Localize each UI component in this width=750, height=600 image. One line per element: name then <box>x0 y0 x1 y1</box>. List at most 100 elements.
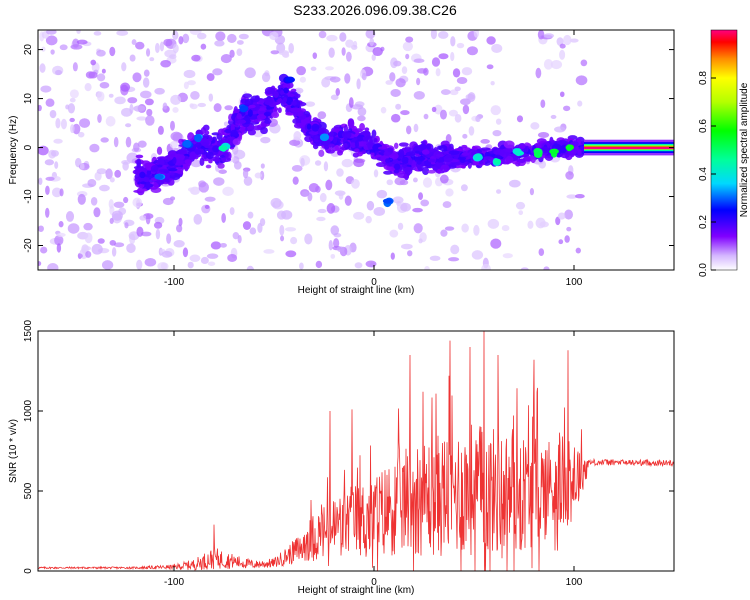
spectrogram-noise-cell <box>365 30 376 39</box>
spectrogram-noise-cell <box>460 184 468 192</box>
spectrogram-noise-cell <box>221 213 226 224</box>
spectrogram-noise-cell <box>54 161 59 169</box>
spectrogram-ridge-cell <box>145 181 151 191</box>
spectrogram-ridge-cell <box>283 84 288 88</box>
spectrogram-noise-cell <box>56 243 62 253</box>
colorbar-gradient <box>710 29 738 271</box>
spectrogram-noise-cell <box>149 57 155 62</box>
spectrogram-noise-cell <box>40 246 48 254</box>
spectrogram-noise-cell <box>69 97 76 103</box>
spectrogram-noise-cell <box>126 243 136 254</box>
spectrogram-ridge-cell <box>176 149 188 155</box>
spectrogram-ridge-cell <box>282 97 288 103</box>
spectrogram-ridge-cell <box>169 172 175 176</box>
spectrogram-ridge-cell <box>359 123 365 131</box>
spectrogram-noise-cell <box>508 179 521 188</box>
spectrogram-noise-cell <box>242 168 249 179</box>
spectrogram-noise-cell <box>462 133 468 139</box>
spectrogram-noise-cell <box>38 145 49 156</box>
spectrogram-noise-cell <box>389 72 396 82</box>
spectrogram-ridge-cell <box>236 113 242 120</box>
spectrogram-noise-cell <box>197 32 207 40</box>
spectrogram-noise-cell <box>127 97 138 104</box>
spectrogram-ridge-cell <box>150 164 159 173</box>
spectrogram-noise-cell <box>325 66 334 71</box>
spectrogram-noise-cell <box>208 93 214 102</box>
spectrogram-noise-cell <box>170 131 183 141</box>
spectrogram-noise-cell <box>390 88 401 97</box>
spectrogram-noise-cell <box>543 33 555 39</box>
spectrogram-noise-cell <box>237 234 242 244</box>
spectrogram-ridge-cell <box>577 148 582 156</box>
spectrogram-noise-cell <box>460 98 471 106</box>
spectrogram-noise-cell <box>317 208 327 214</box>
snr-y-tick-label: 0 <box>23 568 34 574</box>
spectrogram-noise-cell <box>357 115 366 122</box>
snr-y-label: SNR (10 * v/v) <box>8 419 19 483</box>
spectrogram-noise-cell <box>190 91 200 100</box>
spectrogram-noise-cell <box>439 109 447 120</box>
spectrogram-noise-cell <box>454 114 462 123</box>
spectrogram-noise-cell <box>109 46 116 57</box>
spectrogram-noise-cell <box>121 62 127 72</box>
spectrogram-noise-cell <box>96 49 106 57</box>
snr-series-line <box>38 331 674 571</box>
spectrogram-noise-cell <box>357 107 367 117</box>
spectrogram-x-tick-label: 100 <box>566 277 583 288</box>
spectrogram-ridge-cell <box>337 149 343 156</box>
spectrogram-ridge-cell <box>329 130 334 138</box>
spectrogram-noise-cell <box>183 69 196 79</box>
spectrogram-noise-cell <box>550 60 563 70</box>
spectrogram-noise-cell <box>69 117 75 123</box>
spectrogram-noise-cell <box>45 35 58 46</box>
spectrogram-noise-cell <box>261 72 271 83</box>
spectrogram-y-tick-label: 20 <box>23 44 34 56</box>
spectrogram-noise-cell <box>157 125 164 135</box>
spectrogram-ridge-cell <box>343 124 349 134</box>
spectrogram-y-tick-label: 10 <box>23 93 34 105</box>
spectrogram-ridge-cell <box>356 136 364 142</box>
spectrogram-ridge-cell <box>258 107 267 111</box>
spectrogram-noise-cell <box>113 201 125 208</box>
spectrogram-noise-cell <box>67 103 76 114</box>
spectrogram-noise-cell <box>401 66 408 75</box>
spectrogram-noise-cell <box>38 177 43 186</box>
spectrogram-noise-cell <box>45 176 55 181</box>
spectrogram-noise-cell <box>344 195 352 206</box>
spectrogram-ridge-cell <box>447 147 452 152</box>
spectrogram-noise-cell <box>335 88 341 96</box>
spectrogram-ridge-cell <box>260 126 268 135</box>
spectrogram-noise-cell <box>380 106 387 114</box>
spectrogram-noise-cell <box>326 202 336 214</box>
spectrogram-ridge-cell <box>336 142 342 146</box>
spectrogram-noise-cell <box>569 38 579 43</box>
spectrogram-noise-cell <box>490 80 495 86</box>
spectrogram-noise-cell <box>402 41 413 52</box>
spectrogram-noise-cell <box>490 238 502 249</box>
spectrogram-ridge-cell <box>317 128 325 136</box>
spectrogram-ridge-cell <box>187 132 195 142</box>
spectrogram-noise-cell <box>215 31 226 42</box>
spectrogram-noise-cell <box>285 250 297 258</box>
spectrogram-ridge-cell <box>292 118 302 125</box>
spectrogram-ridge-cell <box>325 149 336 154</box>
spectrogram-noise-cell <box>219 242 227 248</box>
spectrogram-noise-cell <box>319 192 327 203</box>
spectrogram-noise-cell <box>39 63 46 73</box>
spectrogram-noise-cell <box>369 37 375 47</box>
spectrogram-noise-cell <box>204 204 210 209</box>
spectrogram-noise-cell <box>260 136 271 144</box>
spectrogram-ridge-cell <box>208 136 213 142</box>
spectrogram-noise-cell <box>516 115 524 123</box>
spectrogram-ridge-cell <box>387 147 394 153</box>
spectrogram-ridge-cell <box>233 106 239 115</box>
spectrogram-ridge-cell <box>220 157 232 163</box>
spectrogram-noise-cell <box>538 248 545 256</box>
spectrogram-noise-cell <box>529 188 535 196</box>
spectrogram-noise-cell <box>55 118 61 129</box>
spectrogram-ridge-cell <box>356 151 363 157</box>
spectrogram-noise-cell <box>438 53 449 60</box>
spectrogram-noise-cell <box>131 39 137 46</box>
spectrogram-ridge-cell <box>398 142 409 147</box>
